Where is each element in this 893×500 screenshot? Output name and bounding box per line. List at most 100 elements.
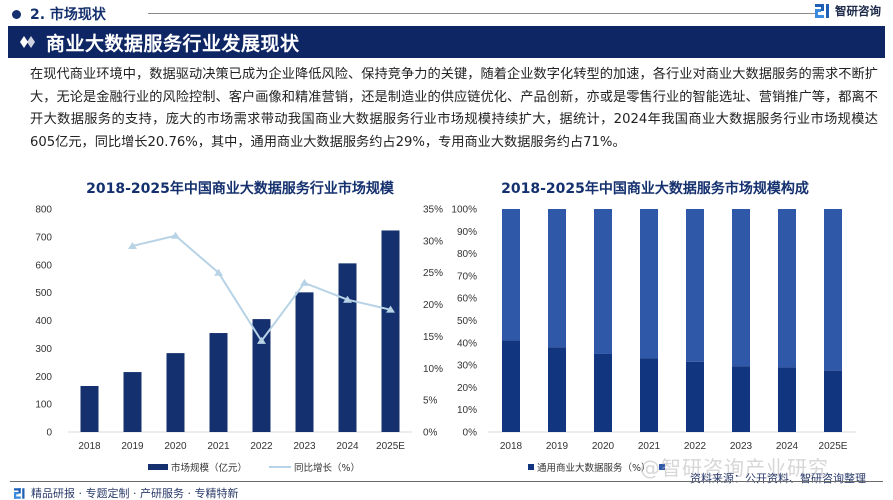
growth-marker <box>128 241 137 249</box>
y-tick-label: 200 <box>35 372 52 383</box>
y-tick-label: 500 <box>35 288 52 299</box>
market-size-bar <box>338 263 357 432</box>
bullet-dot-icon <box>12 9 21 19</box>
growth-marker <box>343 295 352 303</box>
market-size-bar <box>123 372 142 432</box>
y2-tick-label: 0% <box>423 428 438 439</box>
market-size-bar <box>80 386 99 432</box>
x-tick-label: 2022 <box>684 441 707 452</box>
legend-item-market-size: 市场规模（亿元） <box>148 460 247 474</box>
composition-chart-title: 2018-2025年中国商业大数据服务市场规模构成 <box>501 181 809 197</box>
y-tick-label: 60% <box>457 294 477 305</box>
y-tick-label: 100 <box>35 400 52 411</box>
x-tick-label: 2020 <box>592 441 615 452</box>
specialized-share-bar <box>778 209 796 368</box>
x-tick-label: 2021 <box>207 441 230 452</box>
x-tick-label: 2018 <box>500 441 523 452</box>
brand-name: 智研咨询 <box>835 4 881 18</box>
x-tick-label: 2020 <box>164 441 187 452</box>
watermark: @智研咨询产业研究 <box>640 456 829 480</box>
market-size-bar <box>166 353 185 432</box>
market-size-chart-title: 2018-2025年中国商业大数据服务行业市场规模 <box>86 181 394 197</box>
market-size-bar <box>252 319 271 432</box>
footer-logo-icon <box>14 487 25 499</box>
growth-marker <box>300 278 309 286</box>
market-size-bar <box>381 230 400 432</box>
x-tick-label: 2024 <box>336 441 359 452</box>
y2-tick-label: 5% <box>423 396 438 407</box>
general-share-bar <box>594 353 612 432</box>
legend-item-general: 通用商业大数据服务（%） <box>528 460 651 474</box>
x-tick-label: 2024 <box>776 441 799 452</box>
general-share-bar <box>732 366 750 432</box>
footer: 精品研报 · 专题定制 · 产研服务 · 专精特新 <box>14 485 238 500</box>
y-tick-label: 80% <box>457 249 477 260</box>
brand-logo-icon <box>815 4 829 18</box>
x-tick-label: 2025E <box>819 441 848 452</box>
y-tick-label: 40% <box>457 338 477 349</box>
y-tick-label: 50% <box>457 316 477 327</box>
market-size-bar <box>209 333 228 432</box>
specialized-share-bar <box>502 209 520 341</box>
y2-tick-label: 15% <box>423 332 443 343</box>
legend-line-swatch <box>269 466 292 468</box>
x-tick-label: 2021 <box>638 441 661 452</box>
section-header: 2. 市场现状 <box>12 4 106 24</box>
growth-marker <box>386 305 395 313</box>
x-tick-label: 2019 <box>546 441 569 452</box>
y2-tick-label: 30% <box>423 236 443 247</box>
x-tick-label: 2022 <box>250 441 273 452</box>
y-tick-label: 600 <box>35 260 52 271</box>
y-tick-label: 0% <box>463 428 478 439</box>
legend-label: 通用商业大数据服务（%） <box>537 463 651 474</box>
y-tick-label: 100% <box>451 205 477 216</box>
brand: 智研咨询 <box>815 3 881 19</box>
market-size-legend: 市场规模（亿元） 同比增长（%） <box>148 460 382 474</box>
legend-square-swatch <box>528 464 534 470</box>
growth-marker <box>171 231 180 239</box>
legend-square-swatch <box>658 464 665 470</box>
general-share-bar <box>502 340 520 432</box>
y-tick-label: 400 <box>35 316 52 327</box>
general-share-bar <box>640 358 658 432</box>
specialized-share-bar <box>594 209 612 354</box>
y-tick-label: 90% <box>457 227 477 238</box>
y2-tick-label: 35% <box>423 205 443 216</box>
footer-divider <box>10 481 883 482</box>
general-share-bar <box>778 367 796 432</box>
x-tick-label: 2025E <box>376 441 405 452</box>
specialized-share-bar <box>732 209 750 367</box>
growth-marker <box>214 268 223 276</box>
general-share-bar <box>824 370 842 432</box>
general-share-bar <box>686 361 704 432</box>
source-note: 资料来源：公开资料、智研咨询整理 <box>690 472 866 485</box>
y2-tick-label: 10% <box>423 364 443 375</box>
x-tick-label: 2023 <box>293 441 316 452</box>
y2-tick-label: 25% <box>423 268 443 279</box>
footer-tagline: 精品研报 · 专题定制 · 产研服务 · 专精特新 <box>31 487 239 500</box>
market-size-bar <box>295 292 314 432</box>
composition-legend: 通用商业大数据服务（%） 专用商业大数据服务（%） <box>528 460 803 474</box>
y-tick-label: 10% <box>457 405 477 416</box>
specialized-share-bar <box>548 209 566 348</box>
page-title: 商业大数据服务行业发展现状 <box>46 32 300 55</box>
specialized-share-bar <box>824 209 842 371</box>
legend-bar-swatch <box>148 464 168 470</box>
header-divider <box>148 13 818 14</box>
diamond-icon <box>20 36 35 48</box>
y-tick-label: 70% <box>457 271 477 282</box>
x-tick-label: 2018 <box>78 441 101 452</box>
x-tick-label: 2023 <box>730 441 753 452</box>
y-tick-label: 700 <box>35 232 52 243</box>
legend-item-growth: 同比增长（%） <box>269 460 360 474</box>
specialized-share-bar <box>686 209 704 362</box>
y-tick-label: 300 <box>35 344 52 355</box>
growth-line <box>132 234 391 343</box>
legend-label: 同比增长（%） <box>294 463 361 474</box>
y-tick-label: 800 <box>35 205 52 216</box>
intro-paragraph: 在现代商业环境中，数据驱动决策已成为企业降低风险、保持竞争力的关键，随着企业数字… <box>30 67 878 150</box>
legend-item-specialized: 专用商业大数据服务（%） <box>658 460 782 474</box>
section-label: 2. 市场现状 <box>30 7 106 23</box>
growth-marker <box>257 336 266 344</box>
y-tick-label: 30% <box>457 361 477 372</box>
